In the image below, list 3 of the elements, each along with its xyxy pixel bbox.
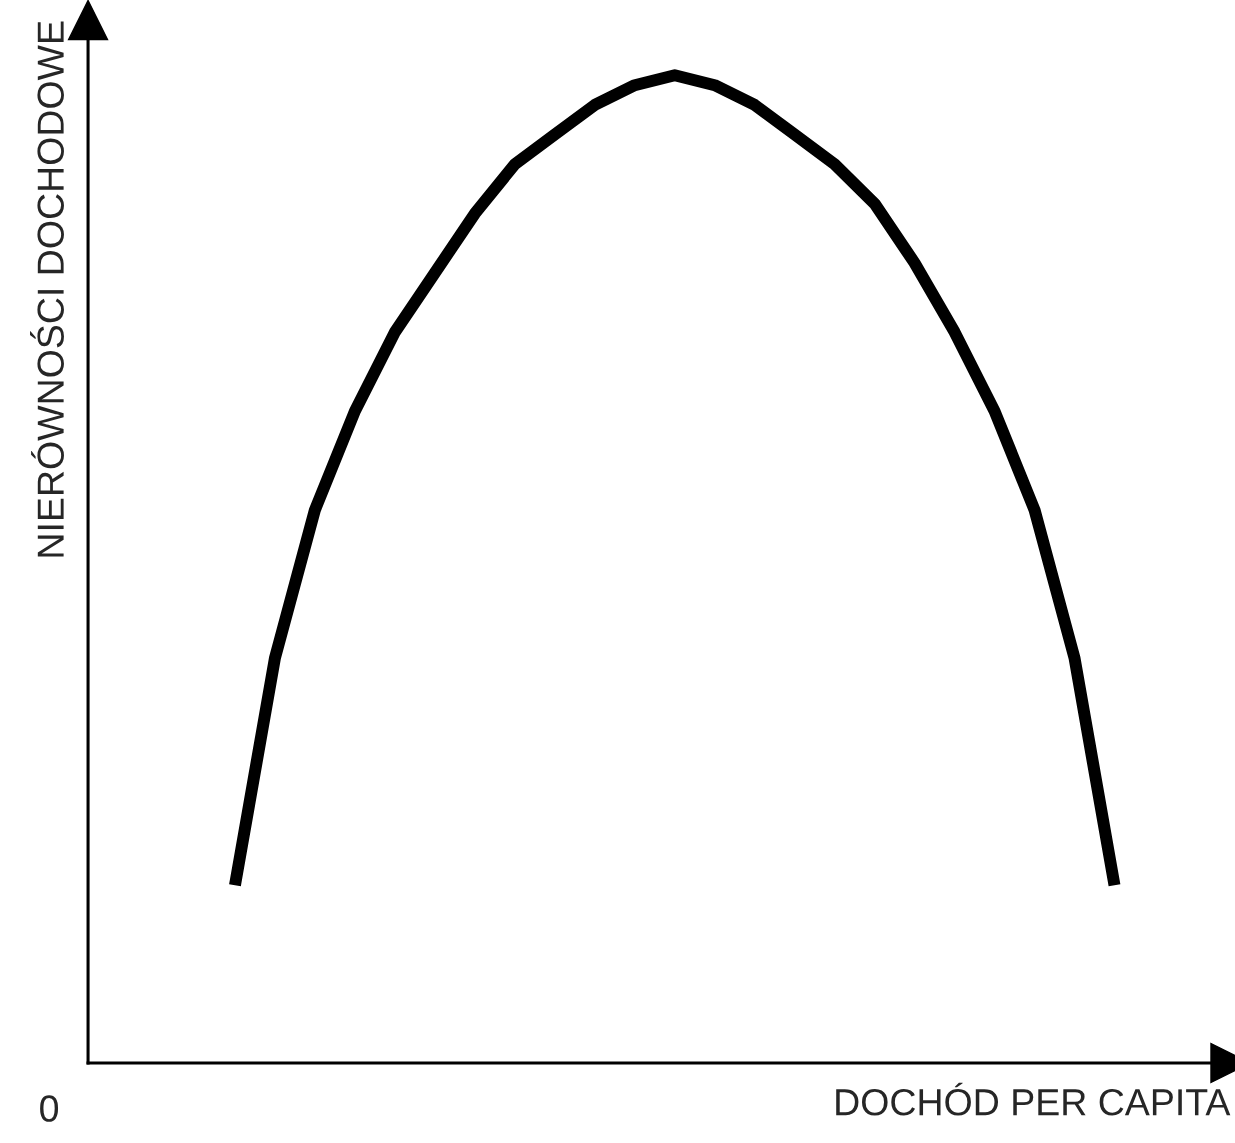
x-axis-title: DOCHÓD PER CAPITA — [836, 1082, 1231, 1116]
y-axis-title: NIERÓWNOŚCI DOCHODOWE — [29, 21, 64, 557]
text: 0 — [40, 1095, 59, 1122]
